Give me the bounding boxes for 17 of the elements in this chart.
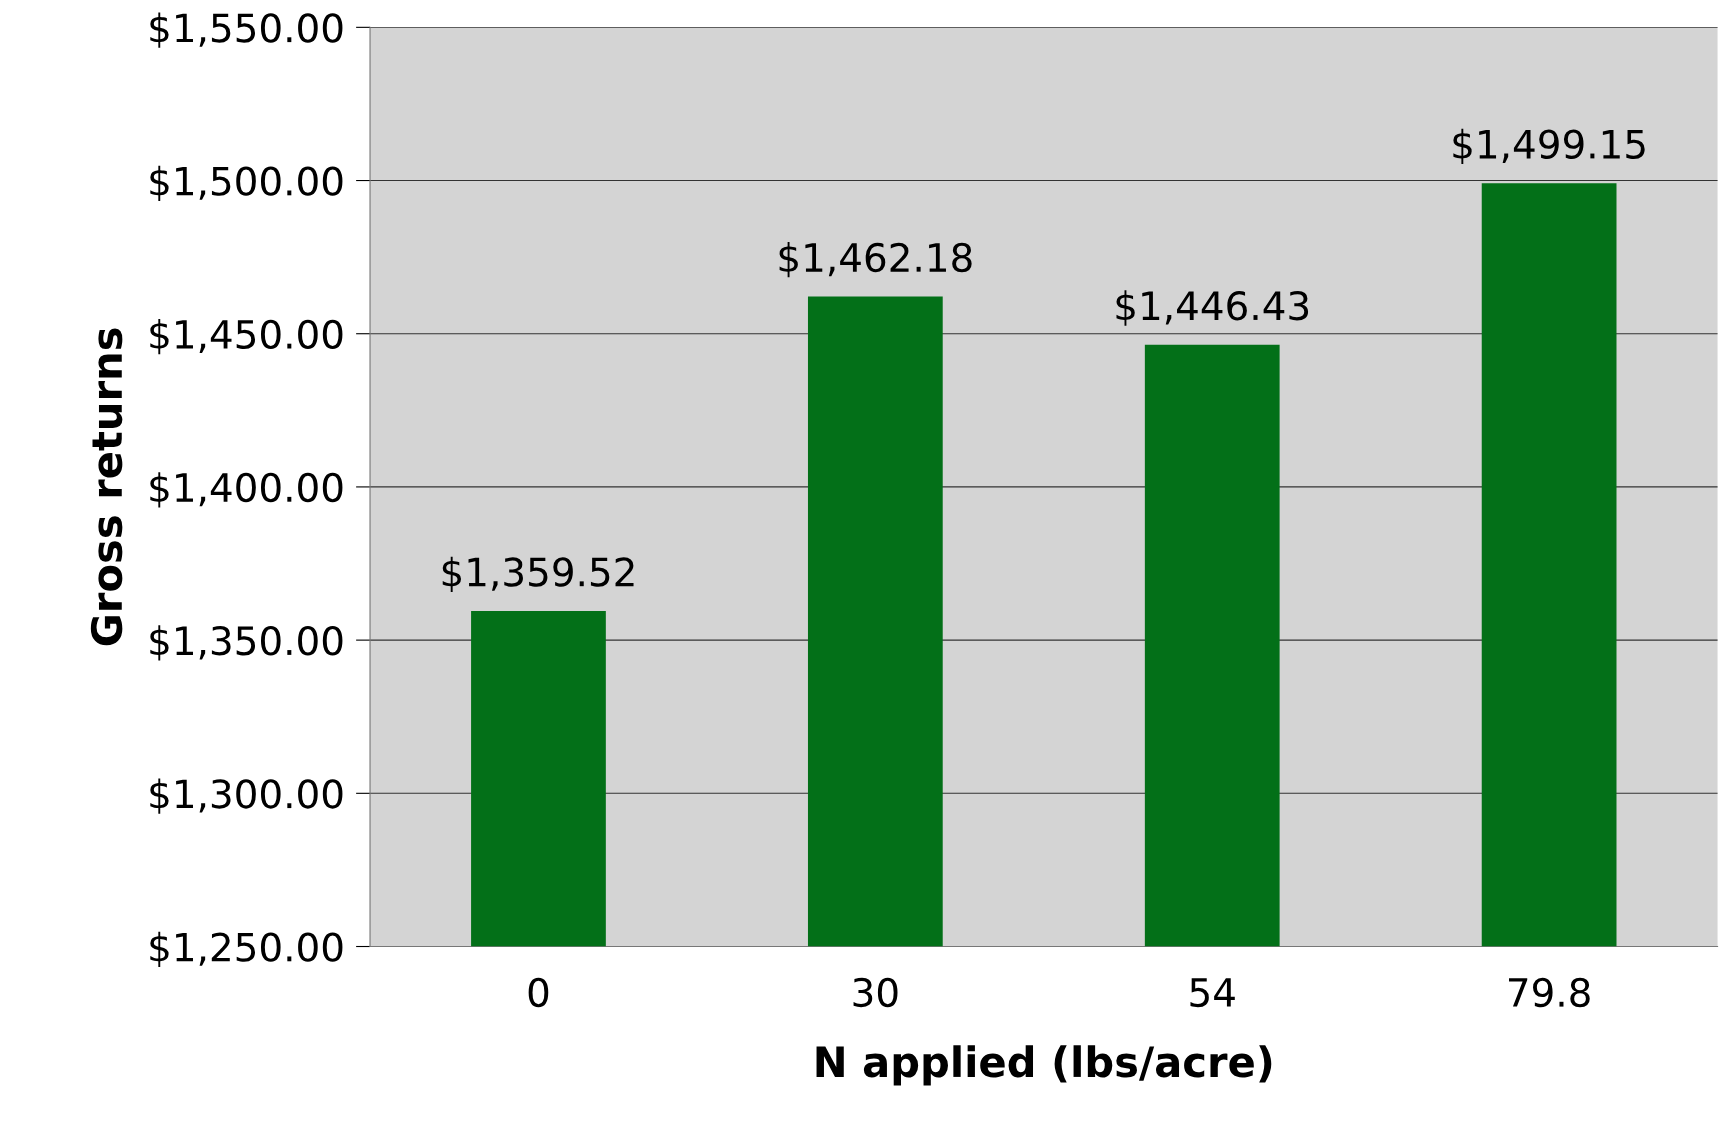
y-tick-label: $1,300.00 — [150, 778, 343, 814]
x-tick-label: 0 — [528, 977, 549, 1008]
y-tick-label: $1,450.00 — [150, 318, 343, 355]
data-label: $1,462.18 — [779, 242, 972, 278]
x-tick-label: 79.8 — [1509, 977, 1590, 1008]
x-tick-label: 54 — [1190, 978, 1235, 1008]
x-tick-label: 30 — [853, 977, 898, 1008]
data-label: $1,446.43 — [1116, 290, 1309, 326]
data-label: $1,499.15 — [1453, 128, 1645, 165]
data-label: $1,359.52 — [442, 556, 634, 592]
y-tick-label: $1,250.00 — [150, 931, 343, 967]
y-tick-label: $1,350.00 — [150, 625, 343, 661]
x-axis-title: N applied (lbs/acre) — [816, 1045, 1272, 1086]
y-tick-label: $1,500.00 — [150, 165, 343, 202]
y-axis-title: Gross returns — [90, 328, 123, 646]
y-tick-label: $1,550.00 — [150, 12, 343, 48]
y-tick-label: $1,400.00 — [150, 472, 343, 508]
